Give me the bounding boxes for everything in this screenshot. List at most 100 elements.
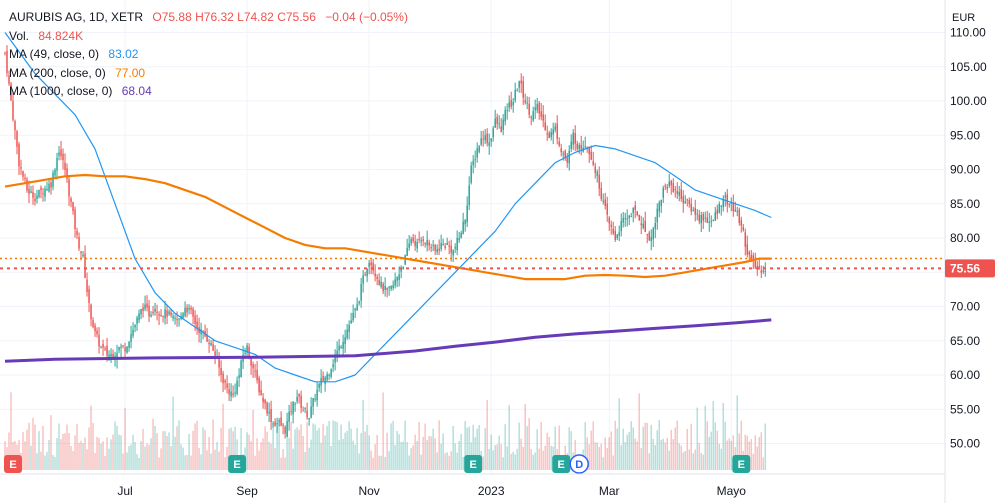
candle-body	[574, 132, 576, 144]
candle-body	[164, 309, 166, 319]
candle-body	[152, 311, 154, 314]
volume-bar	[464, 421, 466, 470]
symbol-title[interactable]: AURUBIS AG, 1D, XETR	[9, 10, 144, 24]
ma200-label[interactable]: MA (200, close, 0)	[9, 65, 106, 80]
volume-bar	[182, 447, 184, 470]
volume-bar	[618, 398, 620, 470]
price-axis[interactable]: 50.0055.0060.0065.0070.0075.0080.0085.00…	[950, 26, 987, 451]
volume-bar	[722, 403, 725, 470]
candle-body	[8, 75, 10, 84]
candle-body	[756, 266, 759, 268]
candle-body	[532, 111, 534, 121]
candle-body	[396, 276, 398, 281]
volume-bar	[622, 428, 624, 470]
volume-bar	[398, 434, 400, 470]
time-axis[interactable]: Jul Sep Nov 2023 Mar Mayo	[117, 484, 746, 498]
volume-bar	[154, 426, 156, 470]
volume-label[interactable]: Vol.	[9, 28, 30, 43]
candle-body	[742, 227, 745, 231]
volume-bar	[466, 427, 468, 470]
ma-line	[4, 173, 772, 281]
candle-body	[302, 410, 304, 412]
candle-body	[438, 248, 440, 251]
volume-bar	[178, 420, 180, 470]
candle-body	[52, 172, 54, 187]
volume-bar	[274, 448, 276, 470]
volume-bars	[4, 392, 767, 470]
candle-body	[764, 270, 767, 272]
volume-bar	[568, 427, 570, 470]
volume-bar	[64, 433, 66, 470]
candle-body	[624, 218, 626, 220]
earnings-marker-label: E	[9, 459, 16, 471]
candle-body	[476, 148, 478, 158]
candle-body	[674, 189, 676, 191]
volume-bar	[462, 456, 464, 470]
candle-body	[684, 201, 686, 204]
volume-bar	[128, 446, 130, 470]
candle-body	[58, 152, 60, 156]
volume-bar	[418, 421, 420, 470]
candle-body	[698, 214, 701, 222]
volume-bar	[356, 427, 358, 470]
ma49-label[interactable]: MA (49, close, 0)	[9, 47, 100, 61]
volume-bar	[234, 426, 236, 470]
candle-body	[324, 377, 326, 384]
volume-bar	[750, 439, 753, 470]
candle-body	[468, 185, 470, 206]
ma49-value: 83.02	[108, 47, 139, 61]
candle-body	[696, 213, 699, 215]
candles	[4, 45, 767, 439]
candle-body	[94, 325, 96, 332]
candle-body	[654, 223, 656, 229]
volume-bar	[326, 425, 328, 470]
candle-body	[270, 409, 272, 422]
volume-bar	[554, 426, 556, 470]
volume-bar	[642, 426, 644, 470]
volume-bar	[294, 429, 296, 470]
volume-bar	[454, 443, 456, 470]
volume-bar	[22, 432, 24, 470]
candle-body	[568, 150, 570, 164]
volume-bar	[740, 420, 743, 470]
earnings-marker	[552, 455, 571, 473]
volume-bar	[162, 431, 164, 470]
candle-body	[380, 281, 382, 288]
candle-body	[234, 392, 236, 394]
time-tick-label: Nov	[358, 484, 379, 498]
volume-bar	[628, 431, 630, 470]
volume-bar	[286, 432, 288, 470]
volume-bar	[438, 420, 440, 470]
volume-bar	[160, 448, 162, 470]
volume-bar	[500, 444, 502, 470]
candle-body	[288, 411, 290, 422]
candle-body	[402, 266, 404, 270]
candle-body	[332, 364, 334, 368]
volume-bar	[246, 432, 248, 470]
candle-body	[168, 311, 170, 315]
ma1000-label[interactable]: MA (1000, close, 0)	[9, 84, 113, 98]
candle-body	[64, 162, 66, 171]
volume-bar	[474, 437, 476, 470]
volume-bar	[424, 423, 426, 470]
candle-body	[444, 246, 446, 248]
volume-bar	[658, 420, 660, 470]
candle-body	[524, 100, 526, 103]
volume-bar	[350, 428, 352, 470]
volume-bar	[730, 440, 733, 470]
candle-body	[358, 301, 360, 304]
volume-bar	[30, 445, 32, 470]
volume-bar	[268, 441, 270, 470]
time-tick-label: Jul	[117, 484, 132, 498]
candle-body	[714, 212, 717, 221]
volume-bar	[640, 448, 642, 470]
candle-body	[256, 369, 258, 381]
candle-body	[122, 345, 124, 347]
volume-bar	[126, 452, 128, 470]
volume-bar	[108, 448, 110, 470]
candle-body	[384, 286, 386, 290]
candle-body	[282, 424, 284, 426]
candle-body	[522, 80, 524, 98]
price-tick-label: 95.00	[950, 128, 980, 142]
